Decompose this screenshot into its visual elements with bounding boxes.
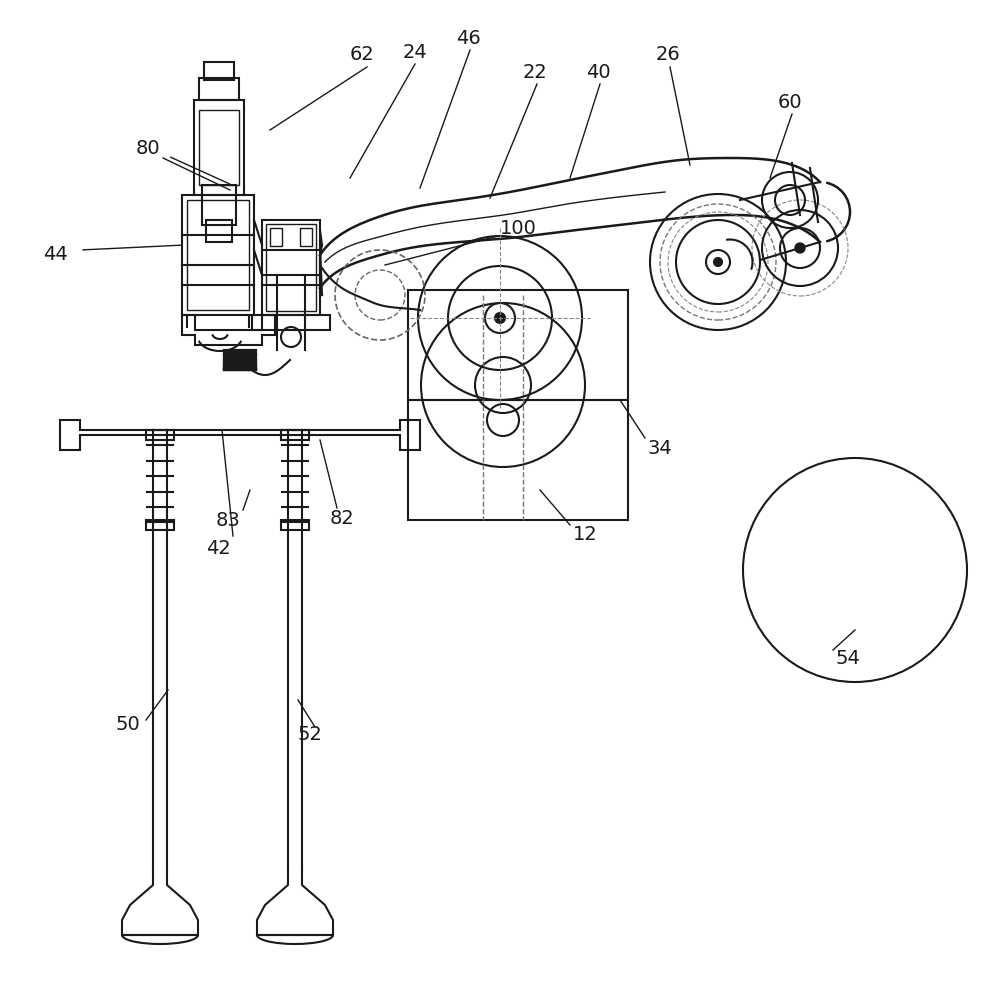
Bar bbox=[300, 228, 312, 246]
Text: 40: 40 bbox=[585, 62, 610, 82]
Text: 12: 12 bbox=[572, 526, 597, 544]
Text: 52: 52 bbox=[298, 726, 322, 744]
Bar bbox=[146, 430, 174, 440]
Text: 42: 42 bbox=[205, 538, 230, 558]
Text: 100: 100 bbox=[500, 219, 537, 237]
Bar bbox=[281, 520, 309, 530]
Text: 60: 60 bbox=[778, 93, 803, 111]
Bar bbox=[270, 228, 282, 246]
Bar bbox=[252, 315, 330, 330]
Bar bbox=[202, 185, 236, 225]
Circle shape bbox=[795, 243, 805, 253]
Text: 46: 46 bbox=[455, 28, 480, 47]
Bar bbox=[408, 400, 628, 520]
Bar bbox=[408, 290, 628, 400]
Text: 50: 50 bbox=[116, 716, 141, 734]
Circle shape bbox=[714, 258, 722, 266]
Bar bbox=[199, 110, 239, 185]
Bar bbox=[199, 78, 239, 100]
Bar bbox=[206, 220, 232, 242]
Circle shape bbox=[495, 313, 505, 323]
Text: 26: 26 bbox=[656, 45, 681, 64]
Text: 24: 24 bbox=[403, 42, 428, 62]
Bar bbox=[187, 200, 249, 310]
Bar bbox=[281, 430, 309, 440]
Text: 82: 82 bbox=[329, 508, 354, 528]
Bar bbox=[204, 62, 234, 80]
Text: 34: 34 bbox=[648, 438, 673, 458]
Text: 80: 80 bbox=[136, 138, 161, 157]
Bar bbox=[146, 520, 174, 530]
Text: 22: 22 bbox=[523, 62, 548, 82]
Text: 62: 62 bbox=[349, 45, 374, 64]
Text: 54: 54 bbox=[835, 648, 860, 668]
Text: 44: 44 bbox=[43, 245, 67, 264]
Text: 83: 83 bbox=[215, 510, 240, 530]
Bar bbox=[262, 220, 320, 315]
Bar bbox=[194, 100, 244, 195]
Bar bbox=[182, 195, 254, 315]
Bar bbox=[266, 224, 316, 311]
